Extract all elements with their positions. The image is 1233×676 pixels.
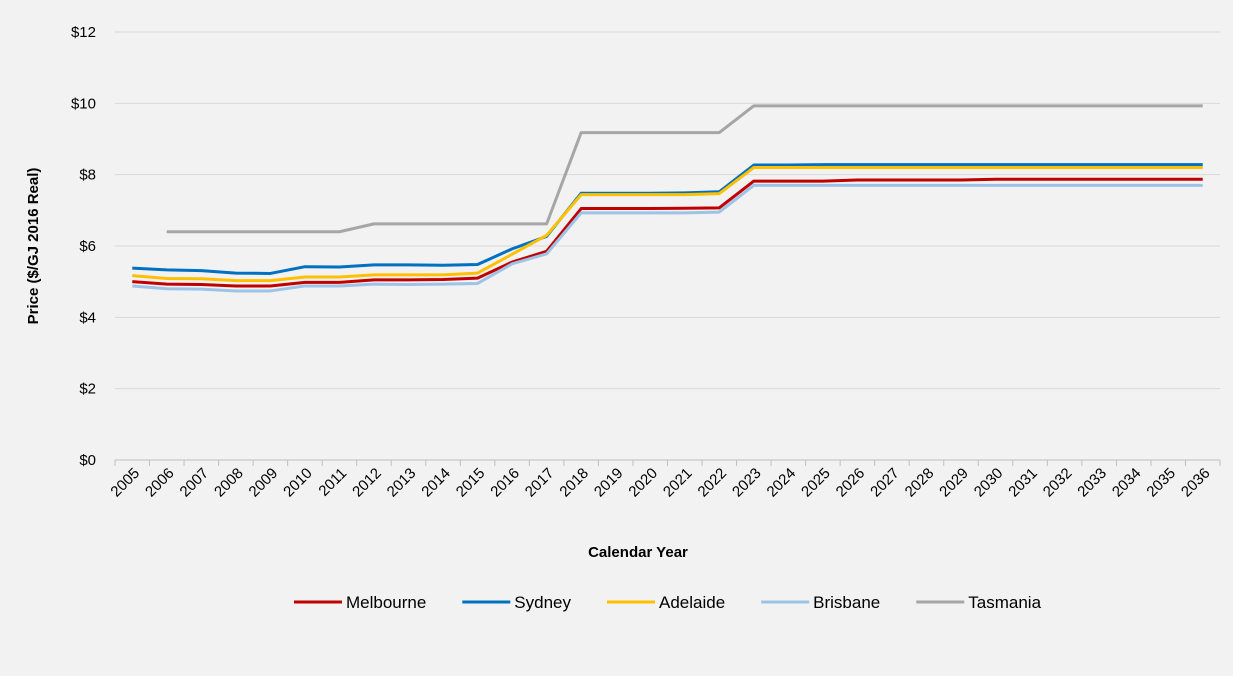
y-tick-label: $0 <box>79 452 96 469</box>
x-tick-label: 2007 <box>177 465 213 501</box>
legend-label: Adelaide <box>659 593 725 612</box>
x-tick-label: 2005 <box>107 465 143 501</box>
x-axis-label: Calendar Year <box>588 544 688 561</box>
x-tick-label: 2028 <box>902 465 938 501</box>
x-tick-label: 2016 <box>487 465 523 501</box>
axes <box>114 459 1221 466</box>
x-tick-label: 2027 <box>867 465 903 501</box>
legend-label: Tasmania <box>968 593 1041 612</box>
x-tick-label: 2019 <box>591 465 627 501</box>
x-tick-label: 2008 <box>211 465 247 501</box>
legend-item-brisbane: Brisbane <box>761 593 880 612</box>
x-tick-label: 2006 <box>142 465 178 501</box>
x-tick-label: 2036 <box>1178 465 1214 501</box>
x-tick-label: 2015 <box>453 465 489 501</box>
x-tick-label: 2023 <box>729 465 765 501</box>
x-tick-label: 2012 <box>349 465 385 501</box>
y-tick-label: $10 <box>71 95 96 112</box>
x-tick-label: 2018 <box>556 465 592 501</box>
legend-label: Sydney <box>514 593 571 612</box>
x-tick-label: 2011 <box>315 465 350 500</box>
legend-item-tasmania: Tasmania <box>916 593 1042 612</box>
y-tick-label: $4 <box>79 309 96 326</box>
y-axis-label: Price ($/GJ 2016 Real) <box>25 168 42 325</box>
series-line-tasmania <box>166 104 1203 234</box>
series-line-melbourne <box>132 177 1203 288</box>
x-tick-label: 2020 <box>625 465 661 501</box>
x-tick-label: 2017 <box>522 465 558 501</box>
legend-label: Melbourne <box>346 593 426 612</box>
x-tick-label: 2021 <box>660 465 696 501</box>
legend-item-melbourne: Melbourne <box>293 593 426 612</box>
x-tick-label: 2024 <box>764 465 800 501</box>
x-tick-label: 2026 <box>833 465 869 501</box>
x-tick-label: 2010 <box>280 465 316 501</box>
y-tick-label: $8 <box>79 167 96 184</box>
x-tick-label: 2031 <box>1005 465 1041 501</box>
x-tick-label: 2030 <box>971 465 1007 501</box>
x-tick-label: 2029 <box>936 465 972 501</box>
y-tick-label: $2 <box>79 381 96 398</box>
x-tick-label: 2033 <box>1074 465 1110 501</box>
gridlines <box>115 31 1220 390</box>
x-tick-label: 2032 <box>1040 465 1076 501</box>
y-tick-label: $6 <box>79 238 96 255</box>
legend-label: Brisbane <box>813 593 880 612</box>
x-tick-label: 2022 <box>695 465 731 501</box>
legend: Melbourne Sydney Adelaide Brisbane Tasmania <box>293 593 1042 612</box>
series-line-adelaide <box>132 166 1203 283</box>
y-axis-tick-labels: $0 $2 $4 $6 $8 $10 $12 <box>71 24 96 469</box>
x-tick-label: 2035 <box>1143 465 1179 501</box>
x-tick-label: 2034 <box>1109 465 1145 501</box>
legend-item-sydney: Sydney <box>462 593 572 612</box>
x-tick-label: 2009 <box>246 465 282 501</box>
series-lines <box>132 104 1203 293</box>
x-tick-label: 2013 <box>384 465 420 501</box>
legend-item-adelaide: Adelaide <box>607 593 725 612</box>
series-line-brisbane <box>132 183 1203 293</box>
y-tick-label: $12 <box>71 24 96 41</box>
series-line-sydney <box>132 163 1203 275</box>
x-tick-label: 2014 <box>418 465 454 501</box>
x-tick-label: 2025 <box>798 465 834 501</box>
